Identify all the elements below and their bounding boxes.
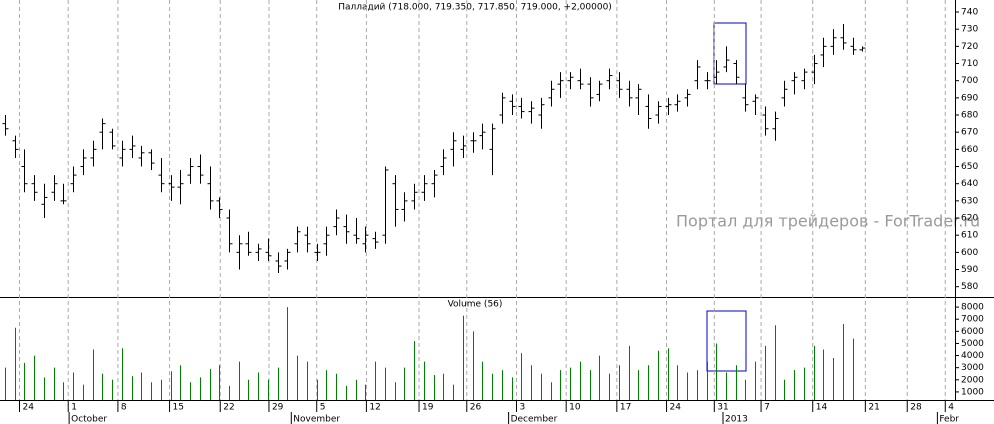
y-tick-label: 580 xyxy=(961,282,978,292)
highlight-box xyxy=(706,310,747,372)
x-tick-label: 17 xyxy=(620,403,631,413)
x-tick-label: 28 xyxy=(910,403,922,413)
x-tick-label: 5 xyxy=(320,403,326,413)
y-tick-label: 680 xyxy=(961,111,978,121)
x-tick-label: 8 xyxy=(121,403,127,413)
y-tick-label: 8000 xyxy=(961,303,984,313)
x-tick-label: 3 xyxy=(519,403,525,413)
y-tick-label: 720 xyxy=(961,42,978,52)
chart-title: Палладий (718.000, 719.350, 717.850, 719… xyxy=(338,3,612,13)
y-tick-label: 4000 xyxy=(961,351,984,361)
highlight-box xyxy=(713,22,747,85)
x-tick-label: 24 xyxy=(670,403,682,413)
month-label: 2013 xyxy=(725,415,748,424)
y-tick-label: 690 xyxy=(961,93,978,103)
y-tick-label: 640 xyxy=(961,179,978,189)
y-tick-label: 1000 xyxy=(961,387,984,397)
watermark: Портал для трейдеров - ForTrader.ru xyxy=(676,212,980,231)
x-tick-label: 19 xyxy=(422,403,434,413)
y-tick-label: 610 xyxy=(961,231,978,241)
y-tick-label: 630 xyxy=(961,196,978,206)
y-tick-label: 7000 xyxy=(961,315,984,325)
y-tick-label: 3000 xyxy=(961,363,984,373)
x-tick-label: 22 xyxy=(223,403,234,413)
x-tick-label: 24 xyxy=(22,403,34,413)
y-tick-label: 5000 xyxy=(961,339,984,349)
x-tick-label: 31 xyxy=(717,403,728,413)
x-tick-label: 15 xyxy=(173,403,184,413)
x-tick-label: 14 xyxy=(816,403,828,413)
x-tick-label: 26 xyxy=(470,403,482,413)
x-tick-label: 1 xyxy=(71,403,77,413)
month-label: October xyxy=(71,415,107,424)
y-tick-label: 660 xyxy=(961,145,978,155)
x-tick-label: 7 xyxy=(764,403,770,413)
y-tick-label: 590 xyxy=(961,265,978,275)
x-tick-label: 12 xyxy=(369,403,380,413)
month-label: November xyxy=(293,415,340,424)
y-tick-label: 620 xyxy=(961,214,978,224)
month-label: Febr xyxy=(939,415,959,424)
x-tick-label: 4 xyxy=(948,403,954,413)
x-tick-label: 29 xyxy=(272,403,284,413)
y-tick-label: 710 xyxy=(961,59,978,69)
y-tick-label: 670 xyxy=(961,128,978,138)
y-tick-label: 2000 xyxy=(961,375,984,385)
y-tick-label: 730 xyxy=(961,25,978,35)
x-tick-label: 10 xyxy=(569,403,581,413)
y-tick-label: 650 xyxy=(961,162,978,172)
y-tick-label: 600 xyxy=(961,248,978,258)
y-tick-label: 740 xyxy=(961,8,978,18)
y-tick-label: 700 xyxy=(961,76,978,86)
x-tick-label: 21 xyxy=(868,403,879,413)
month-label: December xyxy=(511,415,558,424)
y-tick-label: 6000 xyxy=(961,327,984,337)
volume-title: Volume (56) xyxy=(448,300,503,310)
